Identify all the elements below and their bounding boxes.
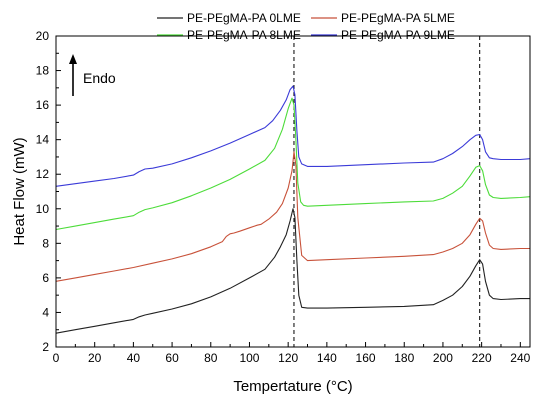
x-tick-label: 40 — [127, 351, 141, 365]
x-tick-label: 160 — [356, 351, 376, 365]
legend-label: PE-PEgMA-PA 0LME — [187, 11, 301, 25]
x-axis: 0 20 40 60 80 100 120 140 160 180 200 220 240 — [53, 342, 531, 365]
legend-label: PE-PEgMA-PA 9LME — [341, 28, 455, 42]
x-tick-label: 140 — [317, 351, 337, 365]
y-tick-label: 4 — [42, 305, 49, 319]
y-axis-title: Heat Flow (mW) — [11, 137, 28, 245]
y-tick-label: 20 — [36, 29, 50, 43]
y-tick-label: 14 — [36, 133, 50, 147]
y-axis: 2 4 6 8 10 12 14 16 18 20 — [36, 29, 61, 354]
x-tick-label: 80 — [204, 351, 218, 365]
endo-arrow-head-icon — [69, 54, 77, 64]
x-tick-label: 200 — [433, 351, 453, 365]
x-tick-label: 0 — [53, 351, 60, 365]
legend: PE-PEgMA-PA 0LME PE-PEgMA-PA 5LME PE-PEgMA… — [157, 11, 455, 42]
y-tick-label: 12 — [36, 167, 50, 181]
x-tick-label: 240 — [510, 351, 530, 365]
series-line-1 — [55, 151, 530, 282]
reference-lines — [293, 36, 481, 347]
series-line-3 — [55, 85, 531, 187]
y-tick-label: 16 — [36, 98, 50, 112]
x-tick-label: 120 — [278, 351, 298, 365]
x-axis-title: Tempertature (°C) — [233, 378, 352, 395]
endo-annotation: Endo — [69, 54, 116, 96]
plot-frame — [55, 35, 531, 348]
series-group — [55, 85, 531, 334]
y-tick-label: 10 — [36, 202, 50, 216]
legend-label: PE-PEgMA-PA 5LME — [341, 11, 455, 25]
series-line-0 — [55, 208, 530, 334]
x-tick-label: 220 — [472, 351, 492, 365]
x-tick-label: 20 — [88, 351, 102, 365]
y-tick-label: 6 — [42, 271, 49, 285]
endo-label: Endo — [83, 70, 116, 86]
y-tick-label: 18 — [36, 64, 50, 78]
series-line-2 — [55, 97, 531, 231]
y-tick-label: 2 — [42, 340, 49, 354]
x-tick-label: 60 — [165, 351, 179, 365]
legend-label: PE-PEgMA-PA 8LME — [187, 28, 301, 42]
y-tick-label: 8 — [42, 236, 49, 250]
x-tick-label: 180 — [394, 351, 414, 365]
x-tick-label: 100 — [239, 351, 259, 365]
